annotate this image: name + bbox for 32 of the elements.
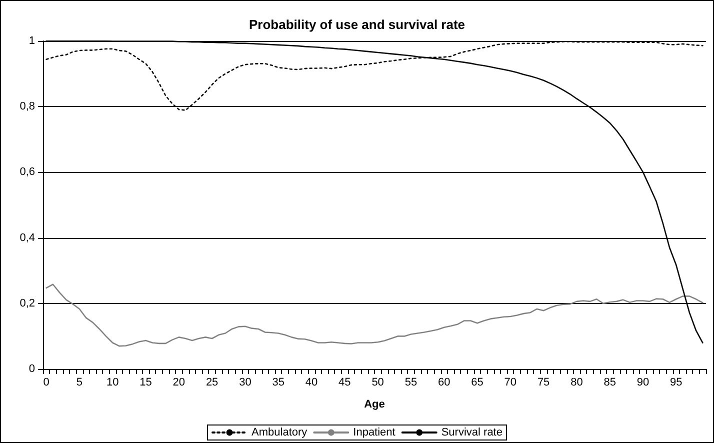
x-tick-label: 35 — [272, 376, 284, 388]
x-tick-label: 20 — [172, 376, 186, 388]
x-tick-label: 60 — [438, 376, 450, 388]
y-tick-label: 0 — [28, 363, 35, 375]
x-tick-label: 5 — [76, 376, 83, 388]
x-tick-label: 10 — [106, 376, 119, 388]
y-tick-label: 0,4 — [20, 232, 35, 244]
x-tick-label: 50 — [372, 376, 384, 388]
x-tick-label: 80 — [570, 376, 583, 388]
x-tick-label: 25 — [206, 376, 218, 388]
x-tick-label: 0 — [43, 376, 50, 388]
x-tick-label: 55 — [404, 376, 418, 388]
x-tick-label: 30 — [239, 376, 252, 388]
x-tick-label: 65 — [471, 376, 484, 388]
y-tick-label: 1 — [28, 35, 35, 47]
y-tick-label: 0,2 — [20, 297, 35, 310]
y-tick-label: 0,6 — [20, 166, 35, 178]
x-tick-label: 85 — [604, 376, 616, 388]
x-tick-label: 40 — [305, 376, 318, 388]
legend-label: Survival rate — [441, 426, 502, 438]
x-tick-label: 75 — [537, 376, 550, 388]
x-tick-label: 45 — [338, 376, 351, 388]
x-tick-label: 70 — [504, 376, 517, 388]
legend-label: Inpatient — [353, 426, 396, 438]
x-tick-label: 15 — [140, 376, 152, 388]
line-series — [46, 284, 704, 347]
y-tick-label: 0,8 — [20, 100, 35, 113]
x-axis-title: Age — [364, 398, 385, 410]
x-tick-label: 95 — [670, 376, 682, 388]
legend-label: Ambulatory — [252, 426, 308, 438]
x-tick-label: 90 — [636, 376, 650, 388]
chart-title: Probability of use and survival rate — [248, 17, 466, 32]
